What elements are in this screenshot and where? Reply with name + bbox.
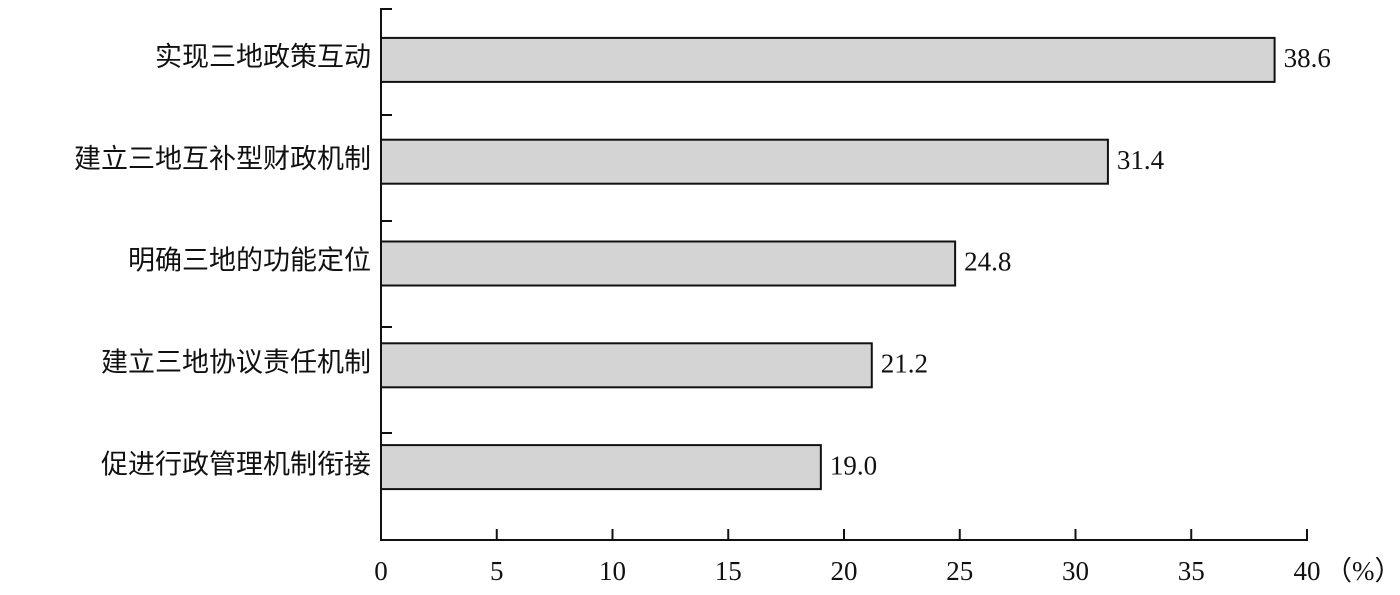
bar <box>380 342 873 389</box>
value-label: 24.8 <box>964 247 1011 277</box>
x-tick-label: 10 <box>599 556 626 586</box>
value-label: 21.2 <box>881 349 928 379</box>
y-tick-label: 明确三地的功能定位 <box>128 246 371 276</box>
x-tick-label: 15 <box>715 556 742 586</box>
bar <box>380 240 957 287</box>
x-tick-label: 40 <box>1294 556 1321 586</box>
x-unit: （%） <box>1325 556 1400 586</box>
y-tick-label: 促进行政管理机制衔接 <box>101 449 371 479</box>
category-separators <box>381 8 392 434</box>
x-tick-label: 30 <box>1062 556 1089 586</box>
x-tick-label: 25 <box>946 556 973 586</box>
x-tick-label: 5 <box>490 556 504 586</box>
bar <box>380 138 1109 185</box>
x-tick-label: 20 <box>831 556 858 586</box>
value-label: 19.0 <box>830 450 877 480</box>
bar <box>380 36 1276 83</box>
y-tick-label: 建立三地协议责任机制 <box>101 348 371 378</box>
x-tick-label: 35 <box>1178 556 1205 586</box>
y-tick-label: 建立三地互补型财政机制 <box>74 144 371 174</box>
value-label: 38.6 <box>1284 43 1331 73</box>
y-tick-label: 实现三地政策互动 <box>155 42 371 72</box>
x-tick-label: 0 <box>374 556 388 586</box>
value-label: 31.4 <box>1117 145 1165 175</box>
bar <box>380 444 822 491</box>
